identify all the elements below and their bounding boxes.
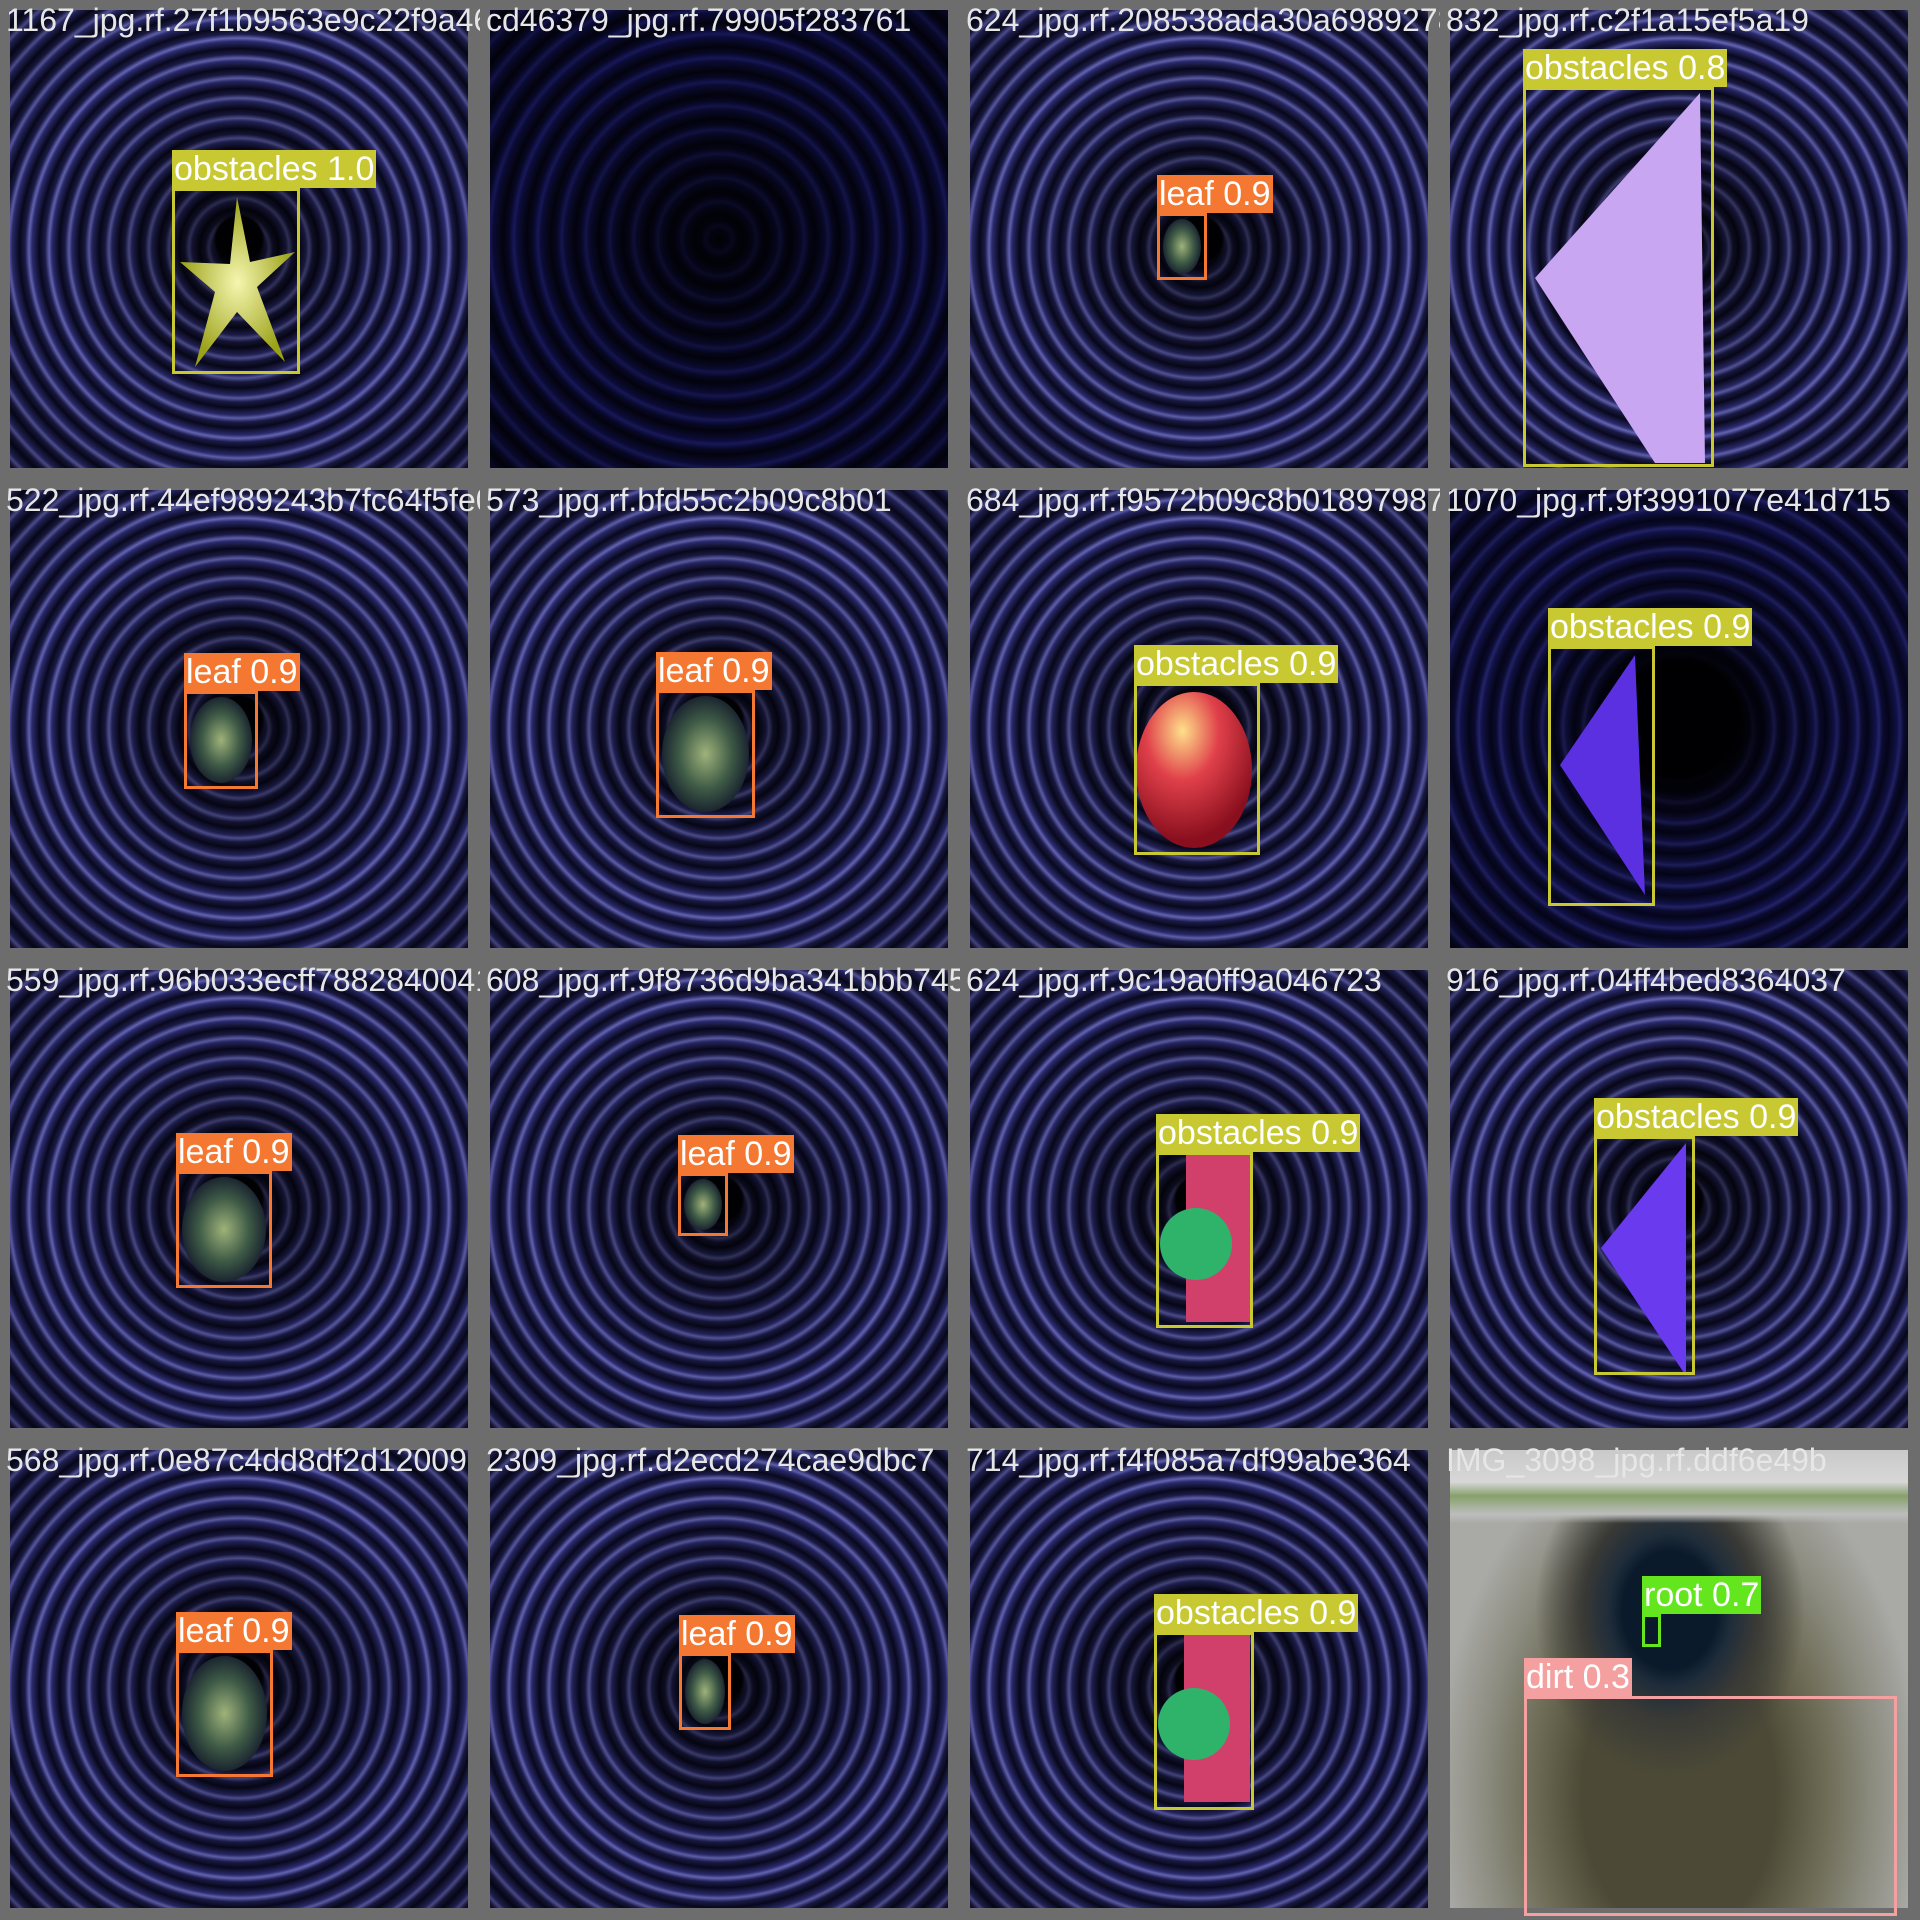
leaf-object bbox=[182, 1656, 267, 1771]
bounding-box bbox=[679, 1653, 731, 1730]
tile-caption: 559_jpg.rf.96b033ecff78828400412cbaf8736 bbox=[6, 962, 480, 998]
leaf-object bbox=[182, 1177, 266, 1282]
tile-caption: 684_jpg.rf.f9572b09c8b01897987ef3980 bbox=[966, 482, 1440, 518]
detection-label: obstacles 0.9 bbox=[1154, 1594, 1359, 1632]
bounding-box bbox=[1134, 683, 1260, 855]
tile-photo bbox=[10, 1450, 468, 1908]
detected-object bbox=[1560, 655, 1645, 895]
image-tile: 1167_jpg.rf.27f1b9563e9c22f9a46309fe7f4o… bbox=[0, 0, 480, 480]
tile-photo bbox=[970, 490, 1428, 948]
detection-label: root 0.7 bbox=[1642, 1576, 1762, 1614]
tile-caption: 624_jpg.rf.9c19a0ff9a046723 bbox=[966, 962, 1382, 998]
detection-label: obstacles 0.8 bbox=[1523, 49, 1728, 87]
tile-caption: 916_jpg.rf.04ff4bed8364037 bbox=[1446, 962, 1846, 998]
bounding-box bbox=[656, 690, 755, 818]
image-tile: 522_jpg.rf.44ef989243b7fc64f5fe01ce08d77… bbox=[0, 480, 480, 960]
tile-caption: 832_jpg.rf.c2f1a15ef5a19 bbox=[1446, 2, 1809, 38]
tile-photo bbox=[970, 1450, 1428, 1908]
leaf-object bbox=[685, 1659, 725, 1724]
tile-photo bbox=[490, 10, 948, 468]
tile-caption: 624_jpg.rf.208538ada30a69892786f5f1980 bbox=[966, 2, 1440, 38]
detected-object bbox=[1160, 1152, 1252, 1322]
tile-caption: 714_jpg.rf.f4f085a7df99abe364 bbox=[966, 1442, 1411, 1478]
tile-caption: IMG_3098_jpg.rf.ddf6e49b bbox=[1446, 1442, 1827, 1478]
tile-caption: 1167_jpg.rf.27f1b9563e9c22f9a46309fe7f4 bbox=[6, 2, 480, 38]
bounding-box bbox=[176, 1171, 272, 1288]
tile-caption: 608_jpg.rf.9f8736d9ba341bbb745 bbox=[486, 962, 960, 998]
bounding-box bbox=[678, 1173, 728, 1236]
bounding-box bbox=[1157, 213, 1207, 280]
detected-object bbox=[1535, 93, 1705, 463]
image-tile: cd46379_jpg.rf.79905f283761 bbox=[480, 0, 960, 480]
bounding-box bbox=[1154, 1632, 1254, 1810]
bounding-box bbox=[1548, 646, 1655, 906]
tile-caption: 522_jpg.rf.44ef989243b7fc64f5fe01ce08d77… bbox=[6, 482, 480, 518]
tile-caption: 568_jpg.rf.0e87c4dd8df2d12009 bbox=[6, 1442, 467, 1478]
bounding-box bbox=[176, 1650, 273, 1777]
bounding-box bbox=[184, 691, 258, 789]
image-tile: 832_jpg.rf.c2f1a15ef5a19 obstacles 0.8 bbox=[1440, 0, 1920, 480]
detection-label: obstacles 1.0 bbox=[172, 150, 377, 188]
detection-label: leaf 0.9 bbox=[176, 1133, 292, 1171]
image-tile: 714_jpg.rf.f4f085a7df99abe364 obstacles 0… bbox=[960, 1440, 1440, 1920]
detected-object bbox=[1601, 1143, 1686, 1376]
leaf-object bbox=[684, 1179, 722, 1230]
detection-label: leaf 0.9 bbox=[656, 652, 772, 690]
detection-label: leaf 0.9 bbox=[176, 1612, 292, 1650]
image-tile: 624_jpg.rf.9c19a0ff9a046723 obstacles 0.9 bbox=[960, 960, 1440, 1440]
detection-label: obstacles 0.9 bbox=[1134, 645, 1339, 683]
bounding-box bbox=[1523, 87, 1714, 467]
detection-label: leaf 0.9 bbox=[678, 1135, 794, 1173]
bounding-box bbox=[1642, 1614, 1661, 1647]
tile-caption: 1070_jpg.rf.9f3991077e41d715 bbox=[1446, 482, 1891, 518]
bounding-box bbox=[1156, 1152, 1253, 1328]
leaf-object bbox=[1163, 219, 1201, 274]
detection-label: obstacles 0.9 bbox=[1156, 1114, 1361, 1152]
tile-caption: 573_jpg.rf.bfd55c2b09c8b01 bbox=[486, 482, 892, 518]
leaf-object bbox=[662, 696, 749, 812]
tile-photo bbox=[490, 490, 948, 948]
detection-label: obstacles 0.9 bbox=[1594, 1098, 1799, 1136]
image-tile: 624_jpg.rf.208538ada30a69892786f5f1980le… bbox=[960, 0, 1440, 480]
detection-label: leaf 0.9 bbox=[1157, 175, 1273, 213]
bounding-box bbox=[172, 188, 300, 374]
bounding-box bbox=[1524, 1696, 1897, 1916]
detection-label: leaf 0.9 bbox=[184, 653, 300, 691]
bounding-box bbox=[1594, 1136, 1695, 1375]
image-tile: 559_jpg.rf.96b033ecff78828400412cbaf8736… bbox=[0, 960, 480, 1440]
detection-label: obstacles 0.9 bbox=[1548, 608, 1753, 646]
tile-caption: 2309_jpg.rf.d2ecd274cae9dbc7 bbox=[486, 1442, 935, 1478]
image-tile: 684_jpg.rf.f9572b09c8b01897987ef3980obst… bbox=[960, 480, 1440, 960]
detected-object bbox=[1136, 692, 1252, 848]
detected-object bbox=[1158, 1632, 1250, 1802]
detection-label: dirt 0.3 bbox=[1524, 1658, 1632, 1696]
detection-label: leaf 0.9 bbox=[679, 1615, 795, 1653]
image-tile: 916_jpg.rf.04ff4bed8364037 obstacles 0.9 bbox=[1440, 960, 1920, 1440]
detected-object bbox=[180, 197, 295, 367]
tile-photo bbox=[1450, 490, 1908, 948]
image-tile: 1070_jpg.rf.9f3991077e41d715 obstacles 0.… bbox=[1440, 480, 1920, 960]
tile-caption: cd46379_jpg.rf.79905f283761 bbox=[486, 2, 912, 38]
leaf-object bbox=[190, 697, 252, 783]
